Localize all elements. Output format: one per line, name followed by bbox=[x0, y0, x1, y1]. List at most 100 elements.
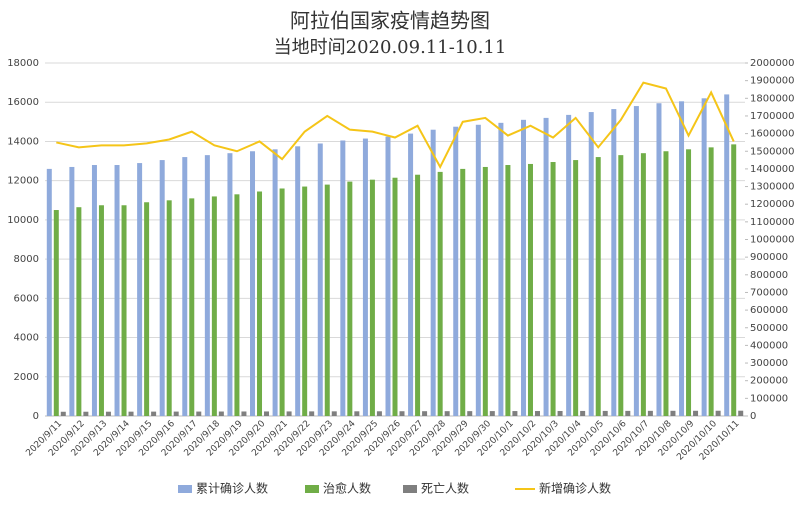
bar bbox=[182, 157, 188, 416]
bar bbox=[241, 411, 247, 416]
bar bbox=[137, 163, 143, 416]
bar bbox=[362, 138, 368, 417]
bar bbox=[724, 94, 730, 417]
y-tick-label: 18000 bbox=[7, 58, 39, 69]
bar bbox=[701, 98, 707, 417]
legend-swatch bbox=[305, 485, 319, 493]
bar bbox=[566, 114, 572, 417]
bar bbox=[595, 157, 601, 416]
y-tick-label: 6000 bbox=[14, 293, 39, 304]
bar bbox=[279, 188, 285, 416]
bar bbox=[498, 122, 504, 417]
bar bbox=[640, 153, 646, 416]
bar bbox=[738, 410, 744, 416]
y2-tick-label: 900000 bbox=[750, 252, 788, 263]
bar bbox=[602, 410, 608, 416]
bar bbox=[625, 410, 631, 416]
bar bbox=[731, 144, 737, 416]
bar bbox=[369, 179, 375, 416]
bar bbox=[543, 117, 549, 416]
bar bbox=[204, 155, 210, 416]
legend-label: 累计确诊人数 bbox=[196, 481, 268, 496]
bar bbox=[317, 143, 323, 416]
bar bbox=[670, 410, 676, 416]
y2-tick-label: 1900000 bbox=[750, 76, 795, 87]
bar bbox=[302, 186, 308, 416]
bar bbox=[286, 411, 292, 416]
y2-tick-label: 700000 bbox=[750, 287, 788, 298]
bar bbox=[489, 411, 495, 416]
bar bbox=[347, 181, 353, 416]
bar bbox=[715, 410, 721, 416]
bar bbox=[250, 151, 256, 416]
bar bbox=[376, 411, 382, 416]
bar bbox=[234, 194, 240, 416]
bar bbox=[98, 205, 104, 416]
bar bbox=[385, 136, 391, 416]
bar bbox=[708, 147, 714, 416]
y-tick-label: 16000 bbox=[7, 97, 39, 108]
line-series bbox=[56, 81, 735, 170]
bar bbox=[60, 411, 66, 416]
bar bbox=[189, 198, 195, 416]
bar bbox=[527, 163, 533, 416]
y2-tick-label: 300000 bbox=[750, 358, 788, 369]
y2-tick-label: 1600000 bbox=[750, 129, 795, 140]
y2-tick-label: 500000 bbox=[750, 323, 788, 334]
y2-tick-label: 800000 bbox=[750, 270, 788, 281]
bar bbox=[227, 153, 233, 416]
bar bbox=[264, 411, 270, 416]
legend-label: 治愈人数 bbox=[323, 481, 371, 496]
bar bbox=[196, 411, 202, 416]
bar bbox=[534, 411, 540, 416]
y2-tick-label: 0 bbox=[750, 411, 756, 422]
legend-label: 新增确诊人数 bbox=[539, 481, 611, 496]
y2-tick-label: 400000 bbox=[750, 340, 788, 351]
bar bbox=[573, 160, 579, 416]
bar bbox=[173, 411, 179, 416]
bar bbox=[309, 411, 315, 416]
bar bbox=[430, 129, 436, 417]
bar bbox=[46, 168, 52, 416]
bar bbox=[331, 411, 337, 416]
bar bbox=[663, 151, 669, 416]
bar bbox=[686, 149, 692, 416]
bar bbox=[53, 210, 59, 416]
chart-title: 阿拉伯国家疫情趋势图 bbox=[290, 9, 490, 33]
y-tick-label: 10000 bbox=[7, 215, 39, 226]
bar bbox=[69, 166, 75, 416]
bar bbox=[151, 411, 157, 416]
bar bbox=[633, 106, 639, 416]
bar bbox=[83, 411, 89, 416]
y2-tick-label: 1200000 bbox=[750, 199, 795, 210]
bar bbox=[482, 166, 488, 416]
y2-tick-label: 1700000 bbox=[750, 111, 795, 122]
bar bbox=[399, 411, 405, 416]
bar bbox=[656, 103, 662, 416]
bar bbox=[453, 126, 459, 417]
bar bbox=[114, 165, 120, 416]
bar bbox=[340, 140, 346, 416]
bar bbox=[324, 184, 330, 416]
chart-subtitle: 当地时间2020.09.11-10.11 bbox=[274, 37, 507, 58]
legend-label: 死亡人数 bbox=[421, 481, 469, 496]
bar bbox=[211, 196, 217, 416]
y2-tick-label: 100000 bbox=[750, 393, 788, 404]
bar bbox=[467, 411, 473, 416]
bar bbox=[580, 410, 586, 416]
y2-tick-label: 1300000 bbox=[750, 182, 795, 193]
legend-swatch bbox=[178, 485, 192, 493]
bar bbox=[460, 168, 466, 416]
bar bbox=[272, 149, 278, 416]
bar bbox=[128, 411, 134, 416]
bar bbox=[105, 411, 111, 416]
bar bbox=[415, 174, 421, 416]
bar bbox=[408, 133, 414, 416]
y2-tick-label: 1000000 bbox=[750, 235, 795, 246]
bar bbox=[520, 119, 526, 416]
y2-tick-label: 1400000 bbox=[750, 164, 795, 175]
y2-tick-label: 200000 bbox=[750, 376, 788, 387]
y2-tick-label: 1800000 bbox=[750, 93, 795, 104]
bar bbox=[257, 191, 263, 416]
